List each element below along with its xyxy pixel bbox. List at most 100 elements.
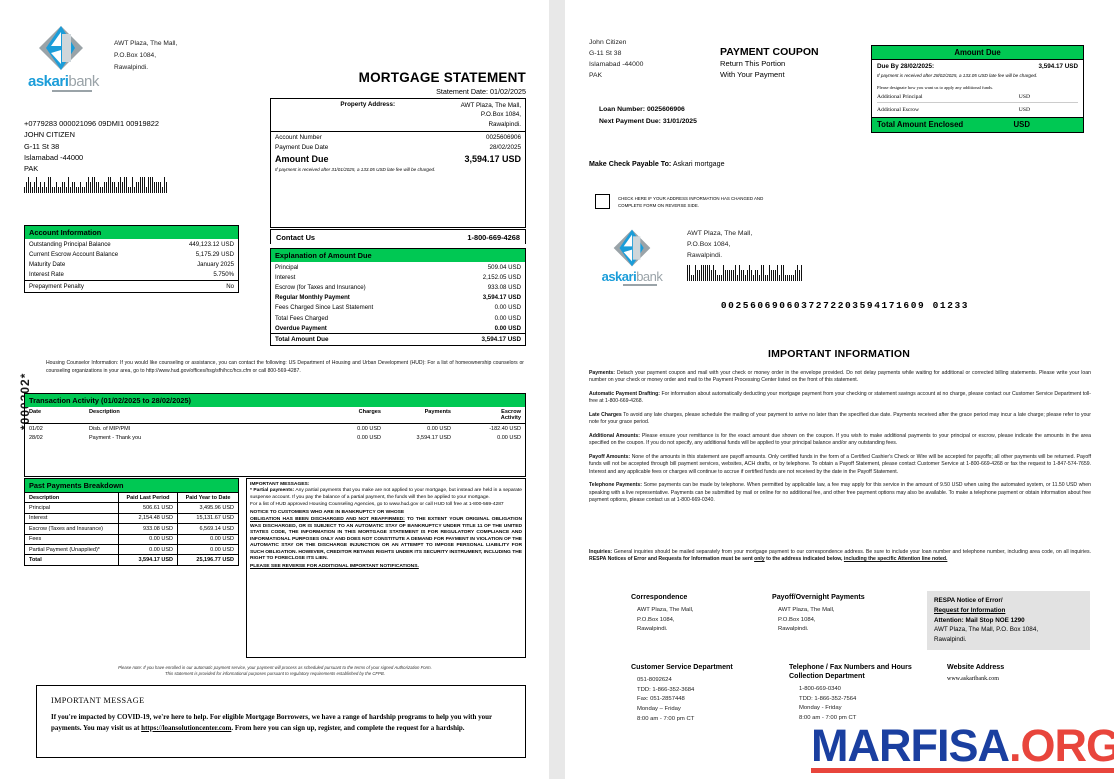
- pp-total-ytd: 25,196.77 USD: [177, 554, 239, 566]
- explanation-label: Fees Charged Since Last Statement: [275, 304, 374, 312]
- pp-desc: Interest: [24, 512, 119, 525]
- payment-due-date-row: Payment Due Date 28/02/2025: [275, 143, 521, 151]
- hud-agencies-text: For a list of HUD approved Housing Couns…: [250, 502, 504, 508]
- account-information-table: Outstanding Principal Balance 449,123.12 …: [25, 239, 238, 280]
- obligation-discharged-text: TO THE EXTENT YOUR ORIGINAL OBLIGATION W…: [250, 517, 522, 562]
- address-change-note: CHECK HERE IF YOUR ADDRESS INFORMATION H…: [618, 196, 764, 208]
- address-change-checkbox[interactable]: [595, 194, 610, 209]
- pp-last: 0.00 USD: [117, 543, 179, 556]
- important-info-label: Telephone Payments:: [589, 482, 642, 489]
- transaction-header-row: Date Description Charges Payments Escrow Acti…: [25, 407, 525, 424]
- inquiries-paragraph: Inquiries: General inquiries should be m…: [589, 549, 1091, 563]
- address-change-checkbox-group[interactable]: CHECK HERE IF YOUR ADDRESS INFORMATION H…: [595, 194, 778, 210]
- transaction-cell: 0.00 USD: [357, 425, 381, 432]
- account-information-panel: Account Information Outstanding Principa…: [24, 225, 239, 293]
- transaction-header-cell: Escrow Activity: [500, 409, 521, 421]
- covid-body: If you're impacted by COVID-19, we're he…: [51, 713, 493, 732]
- transaction-cell: 0.00 USD: [497, 434, 521, 441]
- explanation-row: Fees Charged Since Last Statement 0.00 US…: [271, 303, 525, 313]
- explanation-label: Overdue Payment: [275, 324, 327, 332]
- important-info-paragraph: Telephone Payments: Some payments can be…: [589, 482, 1091, 504]
- important-info-paragraph: Late Charges To avoid any late charges, …: [589, 412, 1091, 427]
- account-info-value: 5.750%: [213, 271, 234, 279]
- transaction-cell: Payment - Thank you: [89, 434, 142, 441]
- transaction-cell: 28/02: [29, 434, 43, 441]
- logo-wordmark: askaribank: [28, 73, 99, 90]
- important-info-label: Late Charges: [589, 411, 622, 418]
- table-row: 28/02 Payment - Thank you 0.00 USD 3,594.17…: [25, 433, 525, 442]
- bankruptcy-notice-caps: NOTICE TO CUSTOMERS WHO ARE IN BANKRUPTC…: [250, 509, 405, 515]
- table-row: Principal 506.61 USD 3,495.96 USD: [24, 502, 239, 514]
- important-info-paragraph: Automatic Payment Drafting: For informat…: [589, 391, 1091, 406]
- postal-barcode: [24, 176, 169, 193]
- past-payments-title: Past Payments Breakdown: [24, 478, 239, 492]
- askari-diamond-icon: [37, 24, 85, 72]
- explanation-of-amount-due-panel: Explanation of Amount Due Principal 509.0…: [270, 248, 526, 347]
- explanation-row: Total Fees Charged 0.00 USD: [271, 313, 525, 323]
- table-row: Partial Payment (Unapplied)* 0.00 USD 0.00…: [24, 543, 239, 556]
- logo-wordmark-coupon: askaribank: [601, 269, 663, 284]
- correspondence-column: Correspondence AWT Plaza, The Mall, P.O.…: [631, 593, 694, 633]
- pp-total-desc: Total: [24, 554, 119, 566]
- explanation-value: 933.08 USD: [487, 283, 521, 291]
- explanation-label: Interest: [275, 273, 296, 281]
- explanation-row: Escrow (for Taxes and Insurance) 933.08 U…: [271, 282, 525, 292]
- pp-desc: Partial Payment (Unapplied)*: [24, 543, 119, 556]
- contact-us-bar: Contact Us 1-800-669-4268: [270, 229, 526, 244]
- website-url: www.askaribank.com: [947, 676, 999, 682]
- explanation-row: Interest 2,152.05 USD: [271, 272, 525, 282]
- see-reverse-note: PLEASE SEE REVERSE FOR ADDITIONAL IMPORT…: [250, 563, 419, 569]
- past-payments-table: Description Paid Last Period Paid Year to …: [24, 491, 239, 566]
- account-number-row: Account Number 0025606906: [275, 133, 521, 141]
- explanation-row: Overdue Payment 0.00 USD: [271, 323, 525, 333]
- transaction-activity-title: Transaction Activity (01/02/2025 to 28/0…: [24, 393, 526, 407]
- transaction-cell: 01/02: [29, 425, 43, 432]
- make-check-payable: Make Check Payable To: Askari mortgage: [589, 160, 725, 168]
- statement-footnotes: Please note: If you have enrolled in our…: [118, 665, 432, 677]
- statement-page-right: John Citizen G-11 St 38 Islamabad -44000…: [565, 0, 1114, 779]
- important-info-text: Detach your payment coupon and mail with…: [589, 370, 1091, 384]
- contact-us-phone: 1-800-669-4268: [467, 232, 520, 242]
- designate-funds-note: Please designate how you want us to appl…: [877, 84, 994, 90]
- explanation-label: Regular Monthly Payment: [275, 294, 350, 302]
- askari-diamond-icon-coupon: [612, 228, 652, 268]
- past-payments-header-cell: Paid Year to Date: [177, 491, 239, 504]
- partial-payments-label: * Partial payments:: [250, 488, 295, 494]
- explanation-label: Principal: [275, 263, 299, 271]
- covid-important-message-box: IMPORTANT MESSAGE If you're impacted by …: [36, 685, 526, 758]
- pp-desc: Fees: [24, 533, 119, 545]
- explanation-row: Regular Monthly Payment 3,594.17 USD: [271, 293, 525, 303]
- account-info-row: Interest Rate 5.750%: [25, 270, 238, 280]
- recipient-mailing-address: +0779283 000021096 09DMI1 00919822 JOHN …: [24, 119, 160, 173]
- coupon-customer-address: John Citizen G-11 St 38 Islamabad -44000…: [589, 39, 644, 79]
- transaction-activity-table: Date Description Charges Payments Escrow Acti…: [25, 407, 525, 442]
- pp-total-last: 3,594.17 USD: [117, 554, 179, 566]
- pp-ytd: 6,569.14 USD: [177, 523, 239, 535]
- important-info-text: To avoid any late charges, please schedu…: [589, 411, 1092, 426]
- next-payment-due: Next Payment Due: 31/01/2025: [599, 118, 697, 126]
- statement-page-left: askaribank AWT Plaza, The Mall, P.O.Box …: [0, 0, 549, 779]
- explanation-value: 0.00 USD: [494, 324, 521, 332]
- amount-due-box: Amount Due Due By 28/02/2025: 3,594.17 U…: [871, 45, 1084, 133]
- account-info-label: Outstanding Principal Balance: [29, 240, 111, 248]
- prepayment-penalty-row: Prepayment Penalty No: [25, 279, 238, 292]
- account-info-value: January 2025: [197, 260, 234, 268]
- partial-payments-text: Any partial payments that you make are n…: [250, 488, 522, 500]
- account-info-row: Outstanding Principal Balance 449,123.12 …: [25, 239, 238, 249]
- loansolutioncenter-link[interactable]: https://loansolutioncenter.com: [141, 723, 232, 732]
- property-address-label: Property Address:: [340, 101, 396, 108]
- additional-principal-row[interactable]: Additional Principal USD: [877, 94, 1078, 103]
- transaction-cell: Disb. of MIP/PMI: [89, 425, 131, 432]
- pp-desc: Escrow (Taxes and Insurance): [24, 523, 119, 535]
- account-info-row: Maturity Date January 2025: [25, 259, 238, 269]
- important-info-label: Payments:: [589, 370, 615, 376]
- additional-escrow-row[interactable]: Additional Escrow USD: [877, 106, 1030, 113]
- due-by-row: Due By 28/02/2025: 3,594.17 USD: [877, 63, 1078, 70]
- payment-coupon-heading: PAYMENT COUPON Return This Portion With …: [720, 46, 819, 80]
- pp-last: 933.08 USD: [117, 523, 179, 535]
- contact-us-label: Contact Us: [276, 232, 316, 242]
- remit-address: AWT Plaza, The Mall, P.O.Box 1084, Rawal…: [687, 228, 805, 286]
- transaction-cell: 0.00 USD: [427, 425, 451, 432]
- statement-title-block: MORTGAGE STATEMENT Statement Date: 01/02…: [270, 70, 526, 96]
- transaction-cell: 3,594.17 USD: [416, 434, 451, 441]
